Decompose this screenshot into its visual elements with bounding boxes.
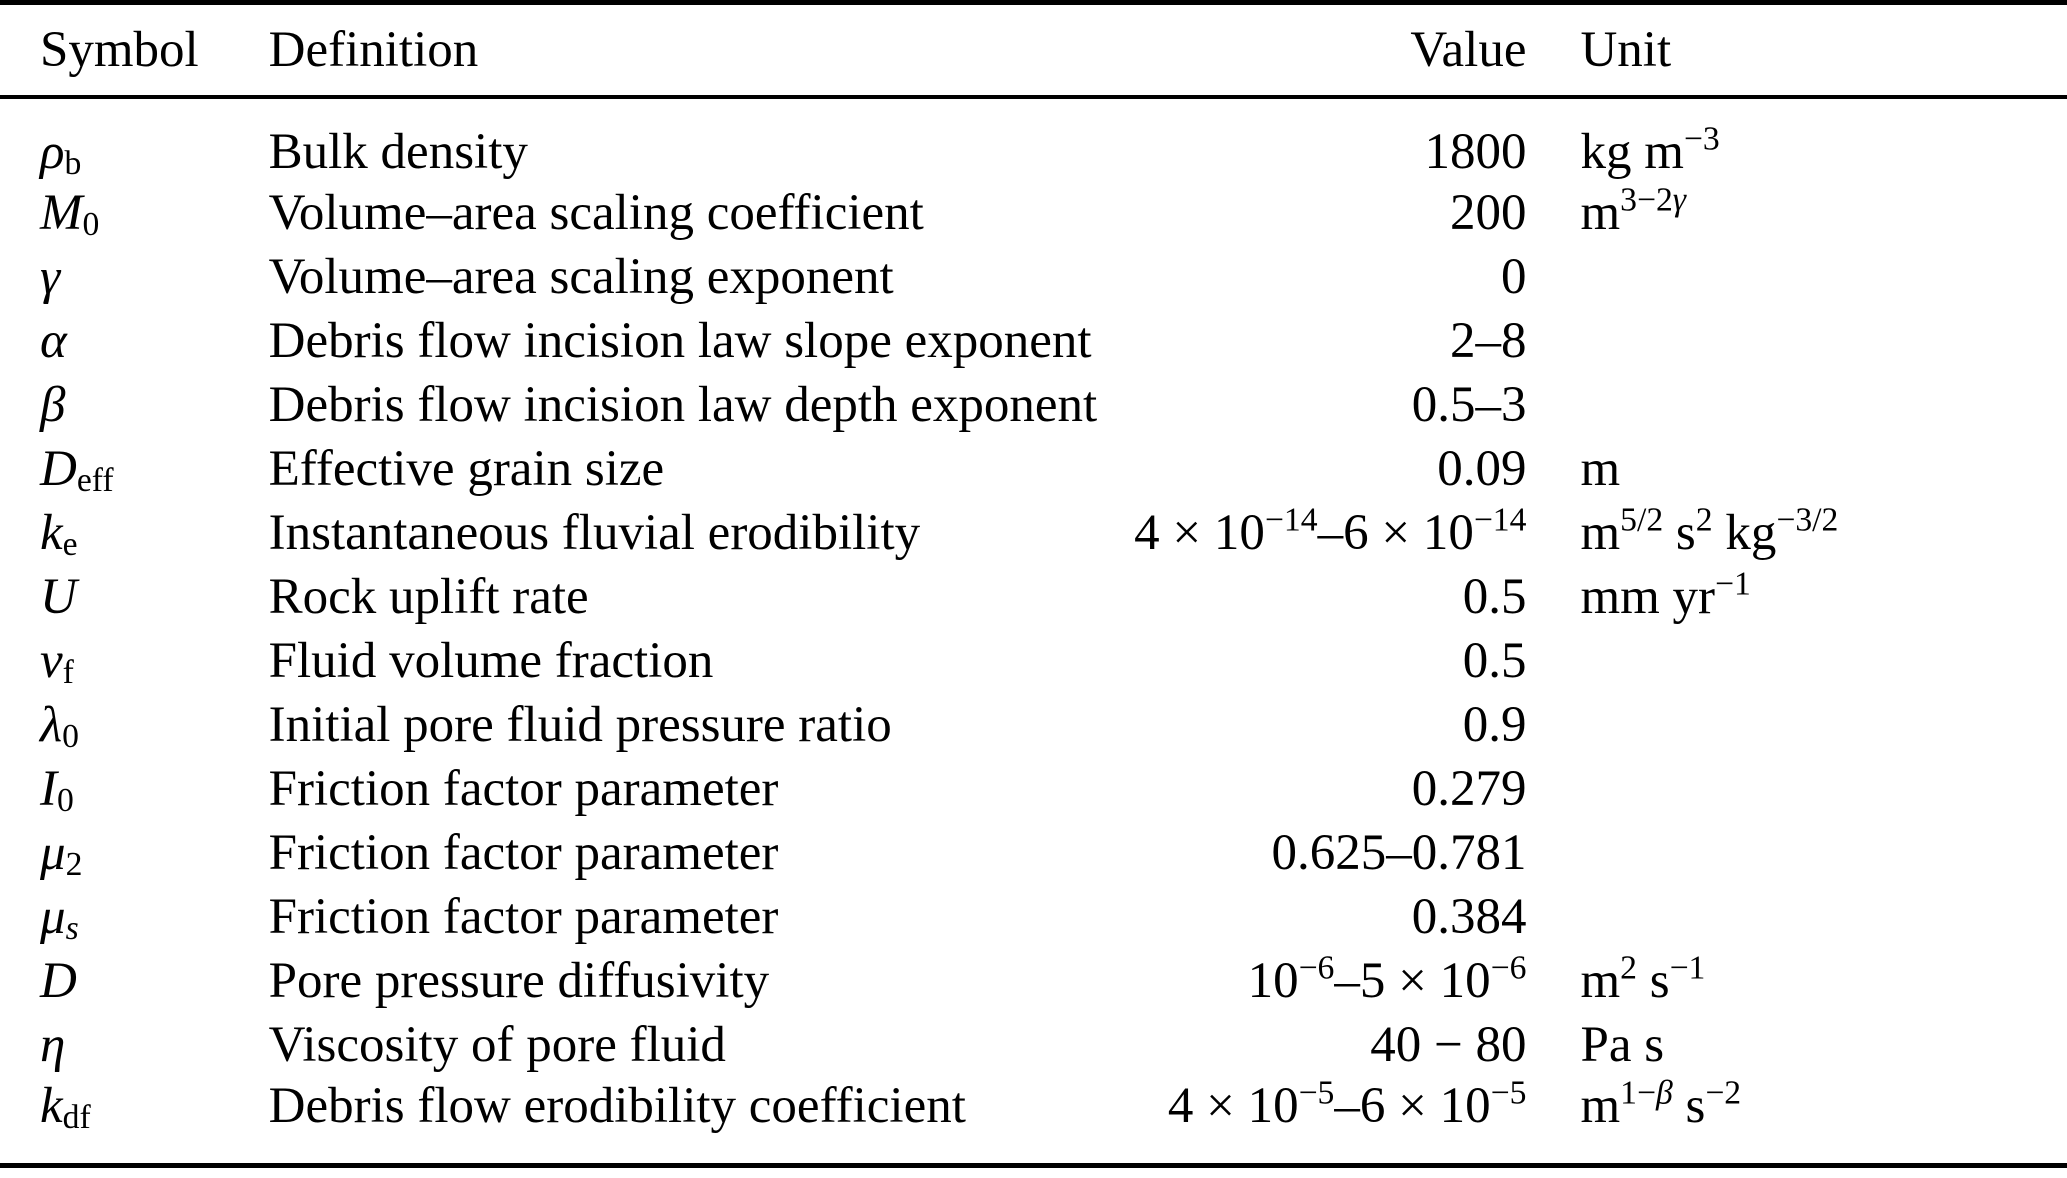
- table-row: I0 Friction factor parameter 0.279: [0, 757, 2067, 821]
- header-row: Symbol Definition Value Unit: [0, 2, 2067, 99]
- definition-cell: Debris flow incision law depth exponent: [268, 376, 1098, 433]
- unit-cell: m: [1580, 440, 1621, 497]
- definition-cell: Fluid volume fraction: [268, 632, 714, 689]
- definition-cell: Friction factor parameter: [268, 888, 779, 945]
- definition-cell: Friction factor parameter: [268, 760, 779, 817]
- definition-cell: Viscosity of pore fluid: [268, 1016, 726, 1073]
- value-cell: 1800: [1424, 123, 1527, 180]
- table-row: Deff Effective grain size 0.09 m: [0, 437, 2067, 501]
- table-row: μ2 Friction factor parameter 0.625–0.781: [0, 821, 2067, 885]
- column-header-unit: Unit: [1526, 2, 2067, 99]
- unit-cell: [1526, 373, 2067, 437]
- column-header-definition: Definition: [268, 2, 1098, 99]
- symbol-cell: β: [40, 376, 66, 433]
- table-body: ρb Bulk density 1800 kg m−3 M0 Volume–area sc…: [0, 97, 2067, 1166]
- value-cell: 40 − 80: [1370, 1016, 1527, 1073]
- column-header-value: Value: [1097, 2, 1527, 99]
- table-row: ρb Bulk density 1800 kg m−3: [0, 97, 2067, 181]
- unit-cell: m3−2γ: [1580, 181, 1687, 241]
- definition-cell: Instantaneous fluvial erodibility: [268, 504, 921, 561]
- symbol-cell: γ: [40, 248, 61, 305]
- table-row: η Viscosity of pore fluid 40 − 80 Pa s: [0, 1013, 2067, 1077]
- symbol-cell: vf: [40, 632, 74, 691]
- symbol-cell: η: [40, 1016, 66, 1073]
- symbol-cell: λ0: [40, 696, 79, 755]
- definition-cell: Bulk density: [268, 123, 528, 180]
- unit-cell: [1526, 693, 2067, 757]
- value-cell: 0.5: [1462, 568, 1527, 625]
- unit-cell: [1526, 629, 2067, 693]
- value-cell: 0.5–3: [1411, 376, 1527, 433]
- table-row: μs Friction factor parameter 0.384: [0, 885, 2067, 949]
- definition-cell: Debris flow incision law slope exponent: [268, 312, 1092, 369]
- table-row: λ0 Initial pore fluid pressure ratio 0.9: [0, 693, 2067, 757]
- unit-cell: [1526, 821, 2067, 885]
- definition-cell: Effective grain size: [268, 440, 665, 497]
- table-row: U Rock uplift rate 0.5 mm yr−1: [0, 565, 2067, 629]
- symbol-cell: kdf: [40, 1077, 91, 1136]
- unit-cell: m2 s−1: [1580, 949, 1706, 1009]
- definition-cell: Pore pressure diffusivity: [268, 952, 770, 1009]
- value-cell: 0.09: [1437, 440, 1527, 497]
- value-cell: 0: [1500, 248, 1527, 305]
- symbol-cell: α: [40, 312, 67, 369]
- unit-cell: [1526, 757, 2067, 821]
- symbol-cell: ke: [40, 504, 78, 563]
- symbol-cell: ρb: [40, 123, 82, 182]
- unit-cell: Pa s: [1580, 1016, 1665, 1073]
- table-row: kdf Debris flow erodibility coefficient 4 …: [0, 1074, 2067, 1166]
- table-header: Symbol Definition Value Unit: [0, 2, 2067, 99]
- unit-cell: kg m−3: [1580, 120, 1720, 180]
- value-cell: 200: [1449, 184, 1527, 241]
- symbol-cell: μ2: [40, 824, 83, 883]
- value-cell: 4 × 10−14–6 × 10−14: [1134, 501, 1527, 561]
- symbol-cell: U: [40, 568, 77, 625]
- column-header-symbol: Symbol: [0, 2, 269, 99]
- unit-cell: [1526, 245, 2067, 309]
- definition-cell: Volume–area scaling coefficient: [268, 184, 924, 241]
- table-row: α Debris flow incision law slope exponent…: [0, 309, 2067, 373]
- symbol-cell: I0: [40, 760, 74, 819]
- value-cell: 0.625–0.781: [1271, 824, 1527, 881]
- unit-cell: [1526, 885, 2067, 949]
- definition-cell: Rock uplift rate: [268, 568, 589, 625]
- definition-cell: Debris flow erodibility coefficient: [268, 1077, 966, 1134]
- table-row: ke Instantaneous fluvial erodibility 4 × 1…: [0, 501, 2067, 565]
- symbol-cell: D: [40, 952, 77, 1009]
- value-cell: 0.384: [1411, 888, 1527, 945]
- unit-cell: [1526, 309, 2067, 373]
- definition-cell: Initial pore fluid pressure ratio: [268, 696, 892, 753]
- symbol-cell: μs: [40, 888, 79, 947]
- definition-cell: Volume–area scaling exponent: [268, 248, 894, 305]
- table-row: M0 Volume–area scaling coefficient 200 m3−2…: [0, 181, 2067, 245]
- definition-cell: Friction factor parameter: [268, 824, 779, 881]
- value-cell: 0.5: [1462, 632, 1527, 689]
- value-cell: 4 × 10−5–6 × 10−5: [1167, 1074, 1527, 1134]
- table-row: γ Volume–area scaling exponent 0: [0, 245, 2067, 309]
- table-row: vf Fluid volume fraction 0.5: [0, 629, 2067, 693]
- unit-cell: m1−β s−2: [1580, 1074, 1742, 1134]
- unit-cell: mm yr−1: [1580, 565, 1751, 625]
- table-row: D Pore pressure diffusivity 10−6–5 × 10−6 m…: [0, 949, 2067, 1013]
- value-cell: 0.279: [1411, 760, 1527, 817]
- value-cell: 2–8: [1449, 312, 1527, 369]
- value-cell: 10−6–5 × 10−6: [1247, 949, 1527, 1009]
- table-row: β Debris flow incision law depth exponent…: [0, 373, 2067, 437]
- symbol-cell: Deff: [40, 440, 114, 499]
- unit-cell: m5/2 s2 kg−3/2: [1580, 501, 1839, 561]
- value-cell: 0.9: [1462, 696, 1527, 753]
- symbol-cell: M0: [40, 184, 100, 243]
